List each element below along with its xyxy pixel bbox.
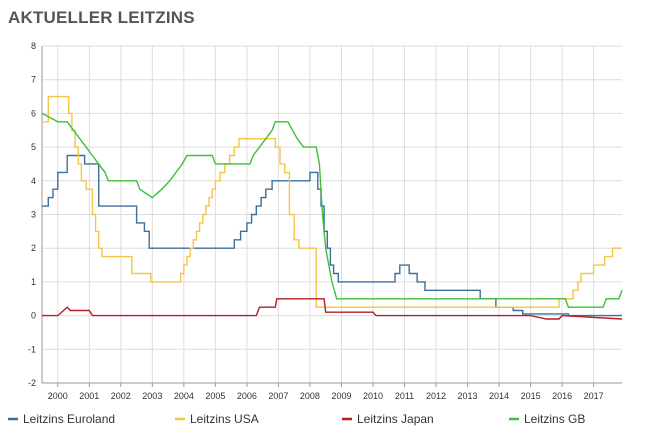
y-tick-label: 5 <box>31 142 36 152</box>
x-tick-label: 2002 <box>111 391 131 401</box>
chart-title: AKTUELLER LEITZINS <box>8 8 195 27</box>
x-tick-label: 2005 <box>205 391 225 401</box>
x-tick-label: 2014 <box>489 391 509 401</box>
x-axis-ticks: 2000 2001 2002 2003 2004 2005 2006 2007 2008 2009… <box>48 391 604 401</box>
legend: Leitzins Euroland Leitzins USA Leitzins Ja… <box>8 412 585 426</box>
series-line-japan <box>42 298 623 320</box>
grid-lines <box>42 45 622 384</box>
legend-item-gb: Leitzins GB <box>524 412 585 426</box>
x-tick-label: 2012 <box>426 391 446 401</box>
y-tick-label: 2 <box>31 243 36 253</box>
x-tick-label: 2001 <box>79 391 99 401</box>
series-line-gb <box>41 112 623 308</box>
y-tick-label: 6 <box>31 108 36 118</box>
y-tick-label: -1 <box>28 344 36 354</box>
x-tick-label: 2011 <box>395 391 414 401</box>
y-tick-label: 7 <box>31 75 36 85</box>
legend-item-usa: Leitzins USA <box>190 412 259 426</box>
x-tick-label: 2000 <box>48 391 68 401</box>
x-tick-label: 2017 <box>584 391 604 401</box>
x-tick-label: 2016 <box>552 391 572 401</box>
x-tick-label: 2009 <box>331 391 351 401</box>
legend-item-euro: Leitzins Euroland <box>23 412 115 426</box>
series-line-euro <box>42 154 622 317</box>
x-tick-label: 2013 <box>458 391 478 401</box>
x-tick-label: 2007 <box>268 391 288 401</box>
x-tick-label: 2006 <box>237 391 257 401</box>
series-lines <box>41 95 623 320</box>
y-axis-ticks: -2 -1 0 1 2 3 4 5 6 7 8 <box>28 41 36 388</box>
x-tick-label: 2015 <box>521 391 541 401</box>
y-tick-label: 0 <box>31 311 36 321</box>
y-tick-label: 4 <box>31 176 36 186</box>
y-tick-label: 3 <box>31 210 36 220</box>
x-tick-label: 2008 <box>300 391 320 401</box>
y-tick-label: -2 <box>28 378 36 388</box>
y-tick-label: 8 <box>31 41 36 51</box>
legend-item-japan: Leitzins Japan <box>357 412 434 426</box>
x-tick-label: 2003 <box>142 391 162 401</box>
x-tick-label: 2004 <box>174 391 194 401</box>
y-tick-label: 1 <box>31 277 36 287</box>
series-line-usa <box>42 95 622 308</box>
axes <box>41 46 622 387</box>
x-tick-label: 2010 <box>363 391 383 401</box>
